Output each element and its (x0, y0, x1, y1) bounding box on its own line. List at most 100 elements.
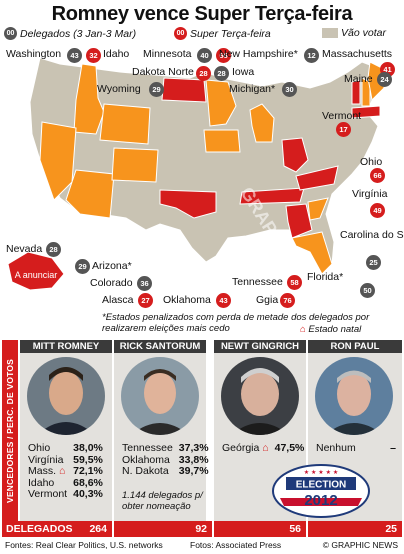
candidate-santorum: RICK SANTORUM Tennessee 37,3% Oklahoma 33,… (114, 340, 209, 521)
result-row: Oklahoma 33,8% (122, 453, 209, 466)
paul-results: Nenhum – (316, 442, 396, 455)
result-row: Nenhum – (316, 442, 396, 454)
home-state-icon: ⌂ (262, 442, 269, 454)
result-row: N. Dakota 39,7% (122, 465, 209, 477)
gingrich-results: Geórgia ⌂ 47,5% (222, 442, 305, 455)
badge-iowa: 28 (214, 66, 229, 81)
state-iowa (203, 129, 241, 153)
state-alaska (7, 251, 65, 291)
state-label-florida: Florida* (307, 271, 344, 283)
candidate-name: MITT ROMNEY (20, 340, 112, 353)
badge-ohio: 66 (370, 168, 385, 183)
state-minnesota (205, 79, 237, 127)
candidate-name: RON PAUL (308, 340, 402, 353)
state-label-minnesota: Minnesota (143, 48, 192, 60)
state-wyoming (99, 103, 151, 145)
badge-michigan: 30 (282, 82, 297, 97)
state-label-oklahoma: Oklahoma (163, 294, 211, 306)
state-label-north-dakota: Dakota Norte (132, 66, 194, 78)
house-icon: ⌂ (300, 324, 306, 335)
paul-photo (315, 357, 393, 435)
legend: 00 Delegados (3 Jan-3 Mar) 00 Super Terç… (4, 27, 400, 43)
state-label-arizona: Arizona* (92, 260, 132, 272)
state-nevada (39, 121, 77, 201)
footer-copyright: © GRAPHIC NEWS (322, 540, 398, 550)
state-label-vermont: Vermont (322, 110, 362, 122)
state-label-michigan: Michigan* (229, 83, 276, 95)
badge-arizona: 29 (75, 259, 90, 274)
penalty-note: *Estados penalizados com perda de metade… (102, 312, 370, 334)
gingrich-photo (221, 357, 299, 435)
badge-nevada: 28 (46, 242, 61, 257)
natal-label: Estado natal (308, 324, 362, 335)
candidate-name: NEWT GINGRICH (214, 340, 306, 353)
state-label-idaho: Idaho (103, 48, 130, 60)
state-north-dakota (161, 77, 207, 103)
candidate-romney: MITT ROMNEY Ohio 38,0% Virgínia 59,5% Mass… (20, 340, 112, 521)
state-label-iowa: Iowa (232, 66, 255, 78)
santorum-results: Tennessee 37,3% Oklahoma 33,8% N. Dakota 39… (122, 442, 209, 478)
state-georgia (285, 203, 313, 239)
result-row: Geórgia ⌂ 47,5% (222, 442, 305, 454)
election-2012-badge: ELECTION 2012 ★ ★ ★ ★ ★ (272, 464, 370, 518)
state-south-carolina (307, 197, 329, 221)
state-label-nevada: Nevada (6, 243, 43, 255)
legend-grey-circle: 00 (4, 27, 17, 40)
state-vermont (351, 79, 361, 105)
badge-wyoming: 29 (149, 82, 164, 97)
legend-delegates: 00 Delegados (3 Jan-3 Mar) (4, 27, 136, 40)
badge-north-dakota: 28 (196, 66, 211, 81)
badge-new-hampshire: 12 (304, 48, 319, 63)
legend-novote-swatch (322, 28, 338, 38)
santorum-photo (121, 357, 199, 435)
romney-photo (27, 357, 105, 435)
badge-year-text: 2012 (304, 492, 337, 509)
legend-super-label: Super Terça-feira (190, 27, 271, 40)
winners-side-text: VENCEDORES / PERC. DE VOTOS (5, 358, 16, 503)
badge-oklahoma: 43 (216, 293, 231, 308)
result-row: Virgínia 59,5% (28, 453, 103, 466)
legend-novote-label: Vão votar (341, 27, 386, 39)
badge-south-carolina: 25 (366, 255, 381, 270)
state-arizona (65, 169, 115, 219)
badge-tennessee: 58 (287, 275, 302, 290)
natal-legend: ⌂ Estado natal (300, 324, 361, 335)
delegates-romney: 264 (89, 523, 107, 535)
state-label-south-carolina: Carolina do Sul* (340, 229, 404, 241)
legend-red-circle: 00 (174, 27, 187, 40)
badge-idaho: 32 (86, 48, 101, 63)
state-tennessee (239, 187, 305, 205)
candidate-name: RICK SANTORUM (114, 340, 206, 353)
state-label-maine: Maine (344, 73, 373, 85)
state-label-massachusetts: Massachusetts (322, 48, 393, 60)
state-florida (291, 231, 333, 275)
badge-georgia: 76 (280, 293, 295, 308)
result-row: Vermont 40,3% (28, 488, 103, 500)
state-new-hampshire (361, 77, 371, 107)
state-label-virginia: Virgínia (352, 188, 388, 200)
footer-sources: Fontes: Real Clear Politics, U.S. networ… (5, 540, 163, 550)
winners-side-label: VENCEDORES / PERC. DE VOTOS (2, 340, 18, 521)
romney-results: Ohio 38,0% Virgínia 59,5% Mass. ⌂ 72,1% Ida… (28, 442, 103, 501)
state-label-wyoming: Wyoming (97, 83, 141, 95)
result-row: Ohio 38,0% (28, 442, 103, 454)
state-label-colorado: Colorado (90, 277, 133, 289)
badge-virginia: 49 (370, 203, 385, 218)
state-label-alaska: Alasca (102, 294, 134, 306)
home-state-icon: ⌂ (58, 465, 66, 477)
result-row: Mass. ⌂ 72,1% (28, 465, 103, 477)
nomination-note: 1.144 delegados p/ obter nomeação (122, 490, 203, 512)
legend-novote: Vão votar (322, 27, 386, 39)
badge-alaska: 27 (138, 293, 153, 308)
badge-maine: 24 (377, 72, 392, 87)
us-map: A anunciar GRAPHIC NEWS (7, 57, 385, 312)
svg-text:★ ★ ★ ★ ★: ★ ★ ★ ★ ★ (304, 469, 339, 476)
delegates-gingrich: 56 (214, 521, 306, 537)
alaska-label: A anunciar (15, 270, 58, 280)
badge-top-text: ELECTION (296, 480, 347, 491)
state-virginia (295, 165, 339, 191)
page-title: Romney vence Super Terça-feira (51, 3, 353, 25)
result-row: Idaho 68,6% (28, 476, 103, 489)
legend-delegates-label: Delegados (3 Jan-3 Mar) (20, 27, 137, 40)
state-idaho (73, 63, 105, 135)
